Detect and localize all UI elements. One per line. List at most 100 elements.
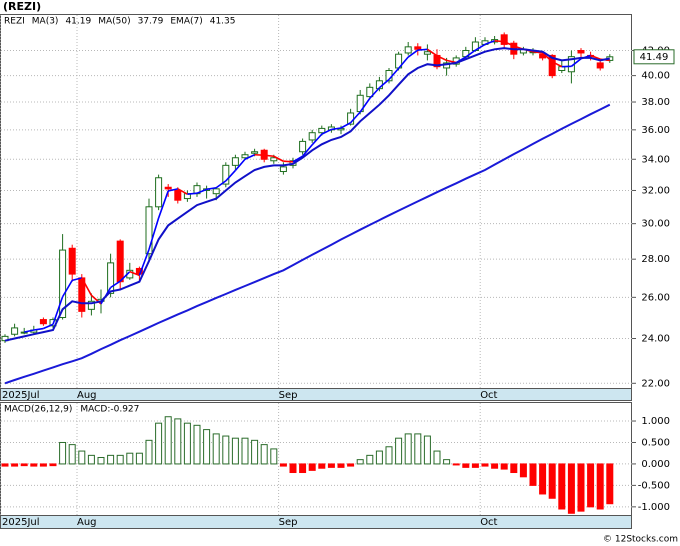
legend-value: 41.35 bbox=[210, 17, 236, 27]
y-tick-label: 22.00 bbox=[641, 378, 670, 389]
ma-segment bbox=[234, 158, 246, 171]
y-tick-label: 30.00 bbox=[641, 219, 670, 230]
candle-body bbox=[318, 127, 326, 134]
candle-body bbox=[116, 240, 124, 283]
candle-body bbox=[174, 189, 182, 201]
macd-bar bbox=[251, 439, 259, 465]
candle-body bbox=[299, 140, 307, 153]
ma-segment bbox=[71, 277, 83, 282]
candle-body bbox=[404, 46, 412, 54]
macd-bar bbox=[519, 463, 527, 478]
ma-segment bbox=[532, 50, 543, 54]
macd-bar bbox=[126, 452, 134, 465]
macd-bar bbox=[529, 463, 537, 486]
ma-segment bbox=[311, 133, 323, 146]
macd-bar bbox=[491, 463, 499, 469]
macd-bar bbox=[39, 463, 47, 467]
ma-segment bbox=[474, 43, 486, 51]
candle-body bbox=[11, 327, 19, 335]
x-tick-label: Oct bbox=[480, 517, 497, 528]
macd-bar bbox=[155, 422, 163, 465]
macd-bar bbox=[327, 463, 335, 468]
ma-segment bbox=[110, 280, 121, 289]
ma-segment bbox=[407, 49, 419, 58]
ma-segment bbox=[283, 160, 294, 163]
candle-body bbox=[68, 247, 76, 275]
candle-body bbox=[164, 186, 172, 190]
macd-bar bbox=[471, 463, 479, 468]
ma-segment bbox=[81, 277, 93, 296]
price-panel bbox=[0, 14, 632, 401]
macd-bar bbox=[385, 446, 393, 465]
y-tick-label: 26.00 bbox=[641, 292, 670, 303]
candle-body bbox=[596, 62, 604, 69]
macd-bar bbox=[356, 459, 364, 465]
candle-body bbox=[548, 54, 556, 77]
macd-bar bbox=[481, 463, 489, 467]
ma-segment bbox=[61, 279, 73, 298]
macd-bar bbox=[289, 463, 297, 474]
macd-bar bbox=[433, 450, 441, 465]
macd-bar bbox=[606, 463, 614, 505]
macd-bar bbox=[423, 435, 431, 465]
macd-bar bbox=[414, 433, 422, 465]
y-tick-label: 34.00 bbox=[641, 154, 670, 165]
candle-body bbox=[155, 177, 163, 208]
x-tick-label: Aug bbox=[77, 390, 97, 401]
ma-segment bbox=[570, 58, 582, 67]
ma-segment bbox=[24, 329, 34, 333]
x-tick-label: 2025Jul bbox=[2, 390, 40, 401]
candle-body bbox=[231, 157, 239, 166]
macd-bar bbox=[49, 463, 57, 467]
legend-ticker: REZI bbox=[4, 17, 25, 27]
macd-bar bbox=[174, 418, 182, 465]
macd-bar bbox=[68, 444, 76, 465]
ma-segment bbox=[52, 296, 64, 325]
candle-body bbox=[145, 206, 153, 255]
candle-body bbox=[59, 249, 67, 319]
ma-segment bbox=[129, 270, 140, 277]
macd-bar bbox=[279, 463, 287, 467]
ma-segment bbox=[292, 155, 304, 163]
ma-segment bbox=[465, 49, 476, 58]
legend-entry: EMA(7) bbox=[170, 17, 202, 27]
x-tick-label: 2025Jul bbox=[2, 517, 40, 528]
y-tick-label: 36.00 bbox=[641, 125, 670, 136]
macd-bar bbox=[241, 437, 249, 465]
ma-segment bbox=[225, 169, 236, 182]
macd-bar bbox=[193, 424, 201, 465]
price-tag bbox=[633, 49, 675, 65]
candle-body bbox=[577, 50, 585, 54]
ma-segment bbox=[33, 327, 44, 331]
macd-bar bbox=[567, 463, 575, 514]
macd-bar bbox=[1, 463, 9, 467]
y-tick-label: -1.000 bbox=[638, 502, 670, 513]
macd-bar bbox=[548, 463, 556, 499]
ma-segment bbox=[542, 52, 553, 63]
ma-segment bbox=[244, 154, 255, 160]
ma-segment bbox=[321, 128, 332, 135]
y-tick-label: 24.00 bbox=[641, 334, 670, 345]
ma-segment bbox=[503, 40, 515, 47]
ma-segment bbox=[551, 60, 563, 68]
ma-segment bbox=[590, 54, 601, 60]
macd-bar bbox=[260, 444, 268, 465]
candle-body bbox=[308, 132, 316, 141]
y-tick-label: 0.500 bbox=[641, 437, 670, 448]
macd-bar bbox=[596, 463, 604, 510]
price-tag-label: 41.49 bbox=[640, 52, 669, 63]
candle-body bbox=[500, 34, 508, 45]
macd-bar bbox=[231, 437, 239, 465]
ma-segment bbox=[187, 192, 198, 195]
candle-body bbox=[366, 86, 374, 98]
ma-segment bbox=[206, 186, 217, 191]
macd-value-name: MACD: bbox=[80, 405, 110, 415]
ma-segment bbox=[484, 40, 495, 46]
ma-segment bbox=[331, 127, 342, 131]
ma-segment bbox=[436, 55, 447, 62]
candle-body bbox=[107, 262, 115, 294]
macd-bar bbox=[145, 439, 153, 465]
macd-bar bbox=[59, 441, 67, 465]
watermark: © 12Stocks.com bbox=[603, 535, 678, 545]
